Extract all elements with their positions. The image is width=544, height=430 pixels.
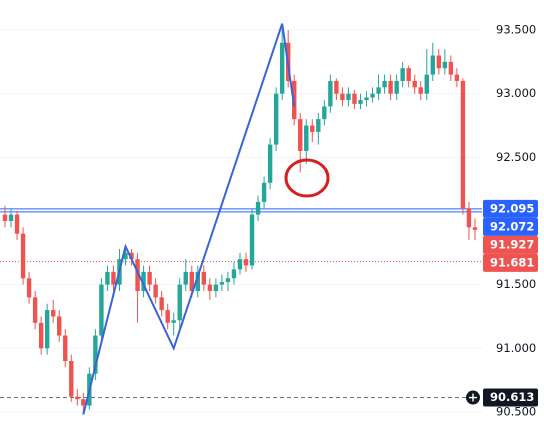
candle-body [316, 119, 321, 132]
candle-body [213, 284, 219, 291]
candle-body [44, 310, 50, 349]
candle-body [298, 119, 303, 151]
candle-body [370, 93, 375, 98]
candle-body [358, 100, 363, 104]
candle-body [460, 80, 466, 209]
y-tick-label: 91.500 [496, 277, 536, 291]
candle-body [177, 284, 182, 321]
candle-body [165, 310, 170, 323]
candle-body [153, 284, 158, 298]
candle-body [255, 201, 261, 215]
zigzag-line [82, 23, 296, 415]
candle-body [243, 259, 249, 266]
candle-body [472, 227, 478, 230]
candle-body [442, 61, 448, 69]
candle-body [364, 97, 369, 101]
candle-body [159, 297, 164, 311]
candle-body [454, 74, 460, 81]
candle-body [99, 284, 104, 336]
candle-body [123, 252, 128, 260]
candle-body [189, 271, 194, 291]
price-label-box [483, 217, 538, 236]
candle-body [93, 335, 98, 374]
candle-body [376, 87, 381, 94]
price-label-box [483, 199, 538, 218]
candle-body [147, 271, 152, 285]
candle-body [63, 335, 68, 362]
candle-body [328, 80, 333, 107]
y-tick-label: 91.000 [496, 341, 536, 355]
highlight-circle [284, 158, 330, 198]
candle-body [261, 182, 267, 202]
candle-body [388, 80, 393, 94]
candle-body [382, 80, 387, 88]
candle-body [430, 55, 435, 75]
candle-body [26, 278, 32, 298]
candle-body [249, 214, 255, 266]
candle-body [304, 125, 309, 151]
candle-body [20, 233, 26, 279]
candle-body [183, 271, 188, 285]
candle-body [38, 322, 44, 349]
candle-body [334, 80, 339, 94]
candle-body [81, 399, 86, 406]
candle-body [394, 80, 399, 94]
candle-body [436, 55, 442, 69]
candle-body [8, 214, 14, 221]
candle-body [135, 259, 140, 291]
price-label: 90.613 [490, 390, 534, 404]
candle-body [424, 74, 429, 94]
candle-body [14, 214, 20, 234]
price-label: 92.095 [490, 201, 534, 215]
candle-body [32, 297, 38, 323]
y-tick-label: 90.500 [496, 404, 536, 418]
candle-body [310, 125, 315, 132]
candle-body [51, 310, 56, 317]
candle-body [412, 80, 417, 88]
candle-body [141, 271, 146, 291]
candle-body [225, 278, 231, 283]
candle-body [171, 320, 176, 323]
candle-body [2, 214, 8, 221]
candle-body [400, 68, 405, 81]
candle-body [466, 208, 472, 228]
candle-body [57, 316, 62, 336]
price-label-box [483, 388, 538, 407]
candle-body [406, 68, 411, 81]
candle-body [322, 106, 327, 120]
candle-body [69, 361, 74, 397]
candle-body [201, 271, 207, 285]
plus-icon [469, 393, 477, 402]
candle-body [267, 144, 273, 183]
candle-body [448, 61, 454, 75]
price-label: 91.681 [490, 255, 534, 269]
y-tick-label: 93.000 [496, 86, 536, 100]
candle-body [352, 93, 357, 104]
price-label: 92.072 [490, 219, 534, 233]
price-label: 91.927 [490, 237, 534, 251]
candle-body [237, 259, 243, 270]
candle-body [418, 87, 423, 94]
candle-body [75, 396, 80, 400]
candle-body [105, 271, 110, 285]
candle-body [273, 93, 279, 145]
candle-body [219, 282, 225, 285]
candle-body [129, 252, 134, 260]
candle-body [195, 271, 201, 291]
price-label-box [483, 253, 538, 272]
y-tick-label: 92.500 [496, 150, 536, 164]
candle-body [340, 93, 345, 101]
price-label-box [483, 235, 538, 254]
candle-body [279, 42, 285, 94]
candle-body [346, 93, 351, 101]
y-tick-label: 93.500 [496, 23, 536, 37]
candle-body [111, 271, 116, 285]
candle-body [231, 269, 237, 279]
candle-body [207, 284, 213, 291]
